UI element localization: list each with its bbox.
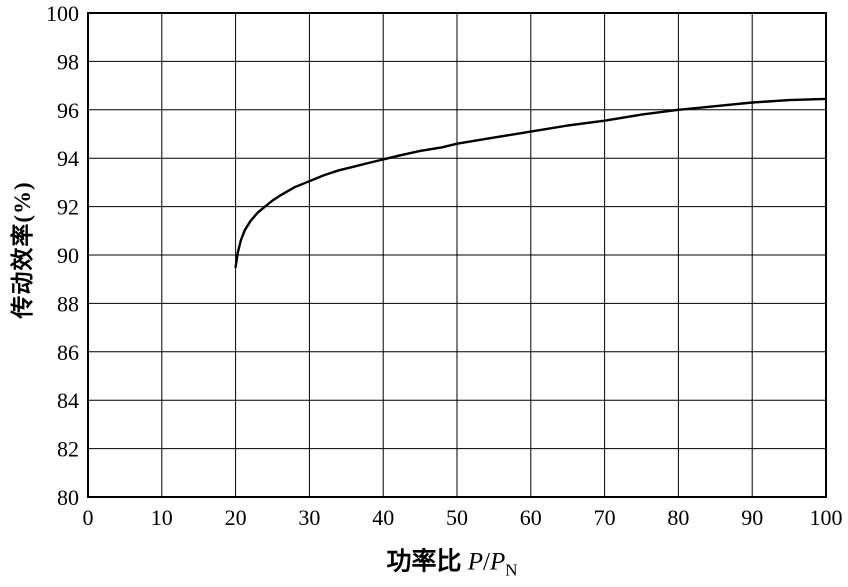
y-axis-label: 传动效率(%) [3,181,37,318]
plot-border [87,12,827,498]
x-tick-label: 70 [594,505,616,530]
y-tick-label: 100 [46,1,79,26]
x-tick-label: 40 [372,505,394,530]
y-tick-label: 92 [57,195,79,220]
y-tick-label: 90 [57,243,79,268]
x-tick-label: 60 [520,505,542,530]
x-tick-label: 80 [667,505,689,530]
y-tick-label: 96 [57,98,79,123]
x-tick-label: 50 [446,505,468,530]
x-tick-label: 100 [810,505,843,530]
x-tick-label: 0 [83,505,94,530]
x-axis-label-text: 功率比 [386,548,468,576]
x-tick-label: 90 [741,505,763,530]
x-tick-label: 20 [225,505,247,530]
x-axis-label-subscript: N [505,560,518,580]
y-axis-label-text: 传动效率(%) [10,181,35,319]
x-axis-label-symbol-p1: P [467,548,484,576]
y-tick-label: 80 [57,485,79,510]
x-tick-label: 30 [298,505,320,530]
y-tick-label: 86 [57,340,79,365]
y-tick-label: 98 [57,49,79,74]
y-tick-label: 88 [57,291,79,316]
x-axis-label-symbol-p2: P [489,548,506,576]
x-axis-label-slash: / [483,548,490,576]
x-axis-label: 功率比 P/PN [386,542,517,581]
y-tick-label: 94 [57,146,79,171]
y-tick-label: 82 [57,437,79,462]
efficiency-curve [234,97,828,269]
y-tick-label: 84 [57,388,79,413]
x-tick-label: 10 [151,505,173,530]
